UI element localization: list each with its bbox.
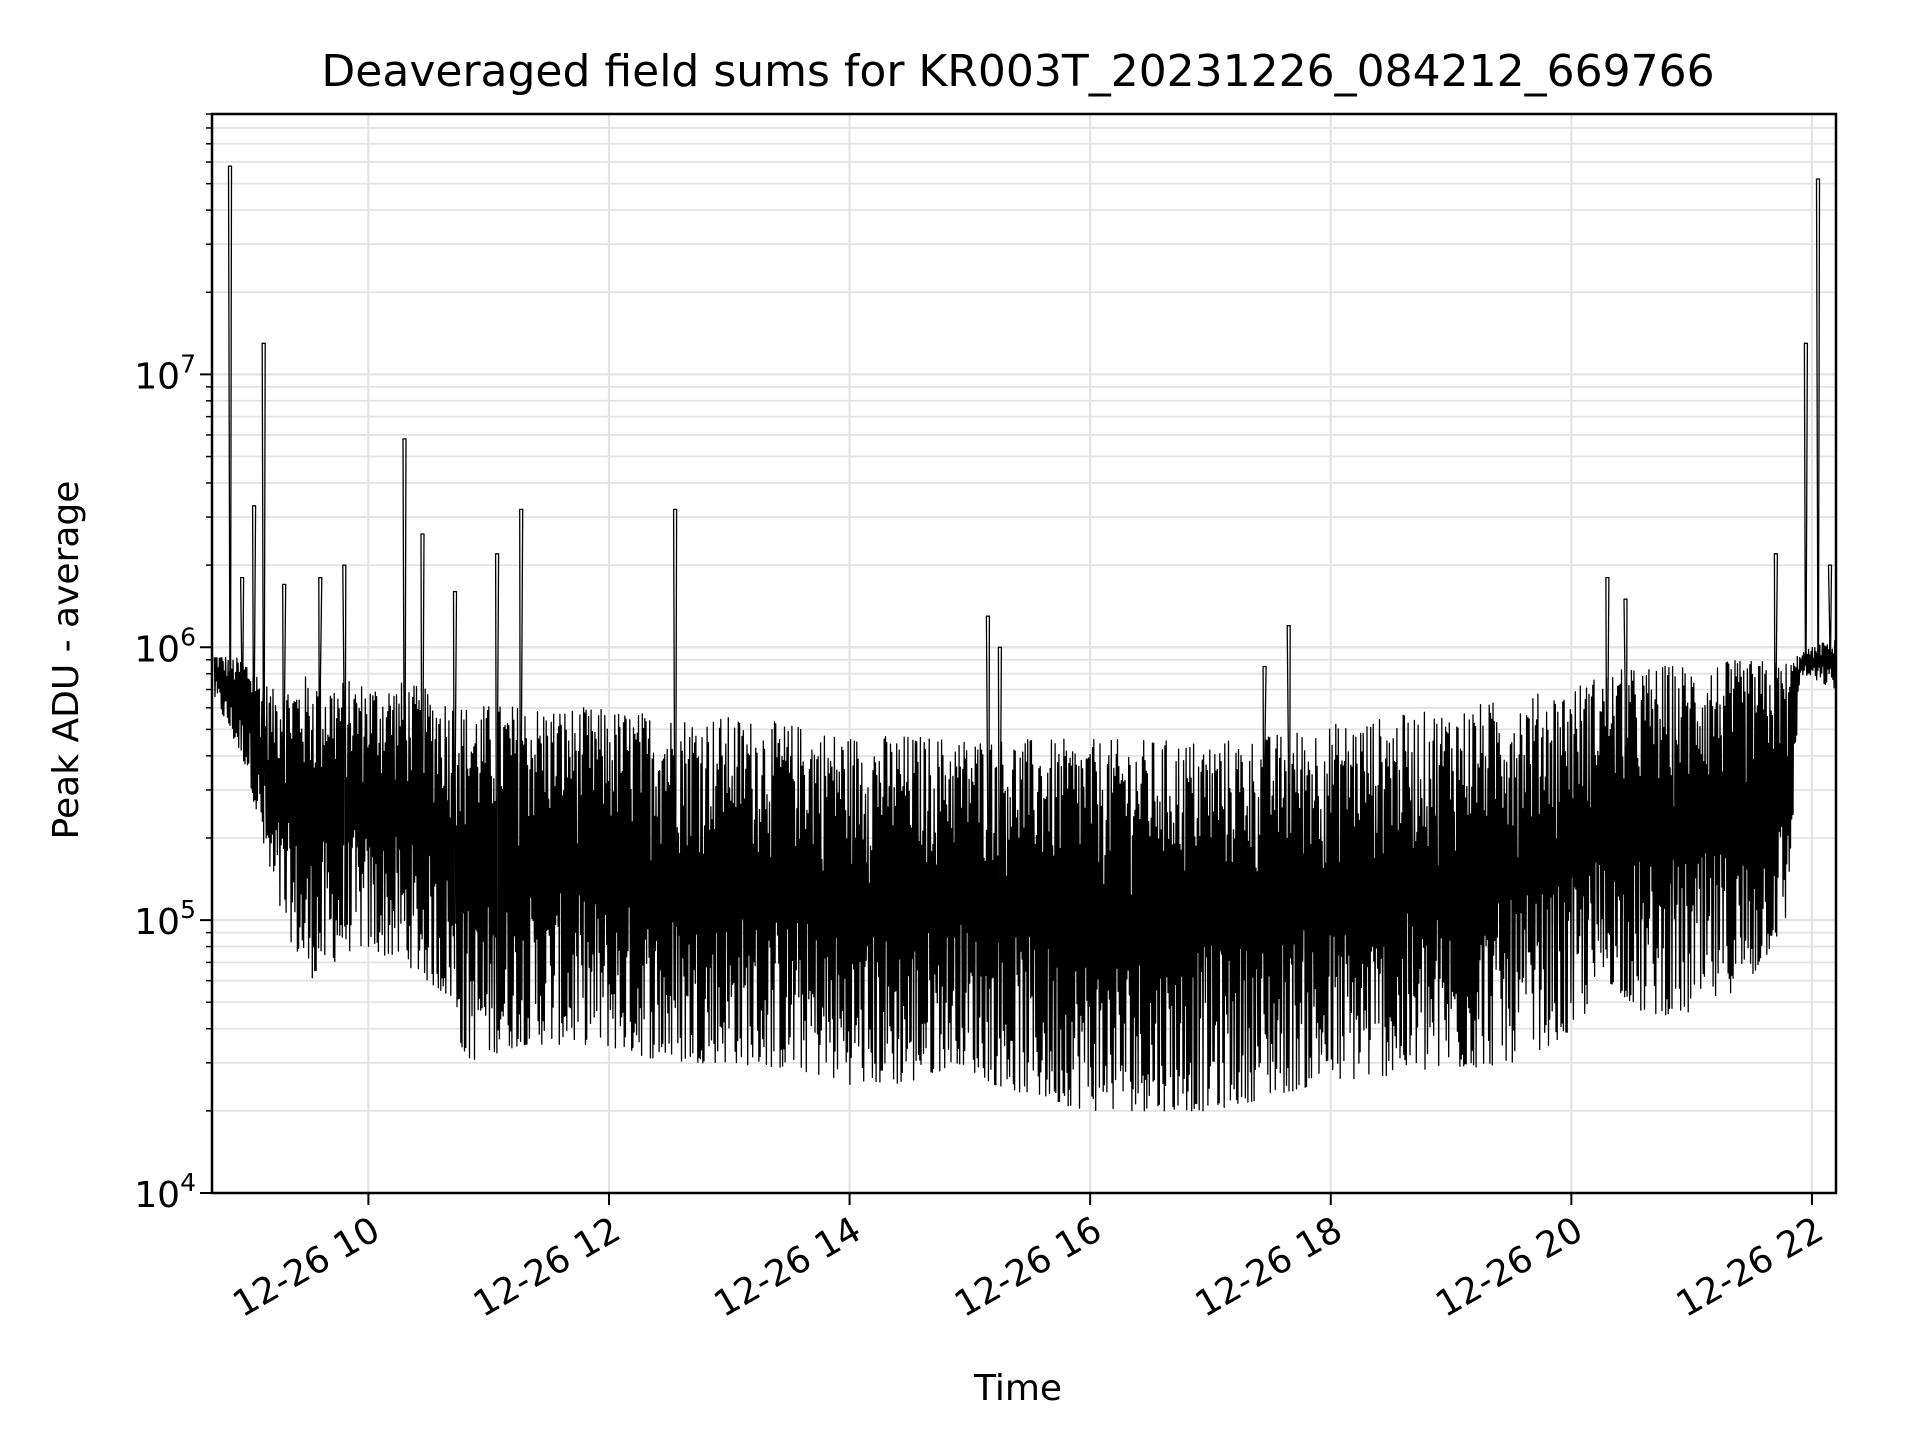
- y-tick-label: 105: [134, 895, 196, 943]
- y-axis-label: Peak ADU - average: [46, 481, 87, 840]
- y-tick-label: 107: [134, 349, 196, 397]
- plot-area: [210, 112, 1838, 1195]
- x-tick-label: 12-26 14: [707, 1209, 868, 1325]
- x-tick-label: 12-26 20: [1429, 1209, 1590, 1325]
- y-tick-label: 104: [134, 1168, 196, 1216]
- x-tick-label: 12-26 12: [467, 1209, 628, 1325]
- series-line: [213, 165, 1837, 1112]
- series-path: [213, 165, 1837, 1112]
- x-tick-label: 12-26 10: [226, 1209, 387, 1325]
- y-tick-label: 106: [134, 622, 196, 670]
- x-axis: 12-26 10 12-26 12 12-26 14 12-26 16 12-26 18…: [226, 1193, 1830, 1326]
- y-axis: 104 105 106 107: [134, 113, 212, 1216]
- x-axis-label: Time: [973, 1368, 1062, 1409]
- x-tick-label: 12-26 18: [1189, 1209, 1350, 1325]
- chart-title: Deaveraged field sums for KR003T_2023122…: [321, 46, 1714, 97]
- x-tick-label: 12-26 16: [948, 1209, 1109, 1325]
- x-tick-label: 12-26 22: [1670, 1209, 1831, 1325]
